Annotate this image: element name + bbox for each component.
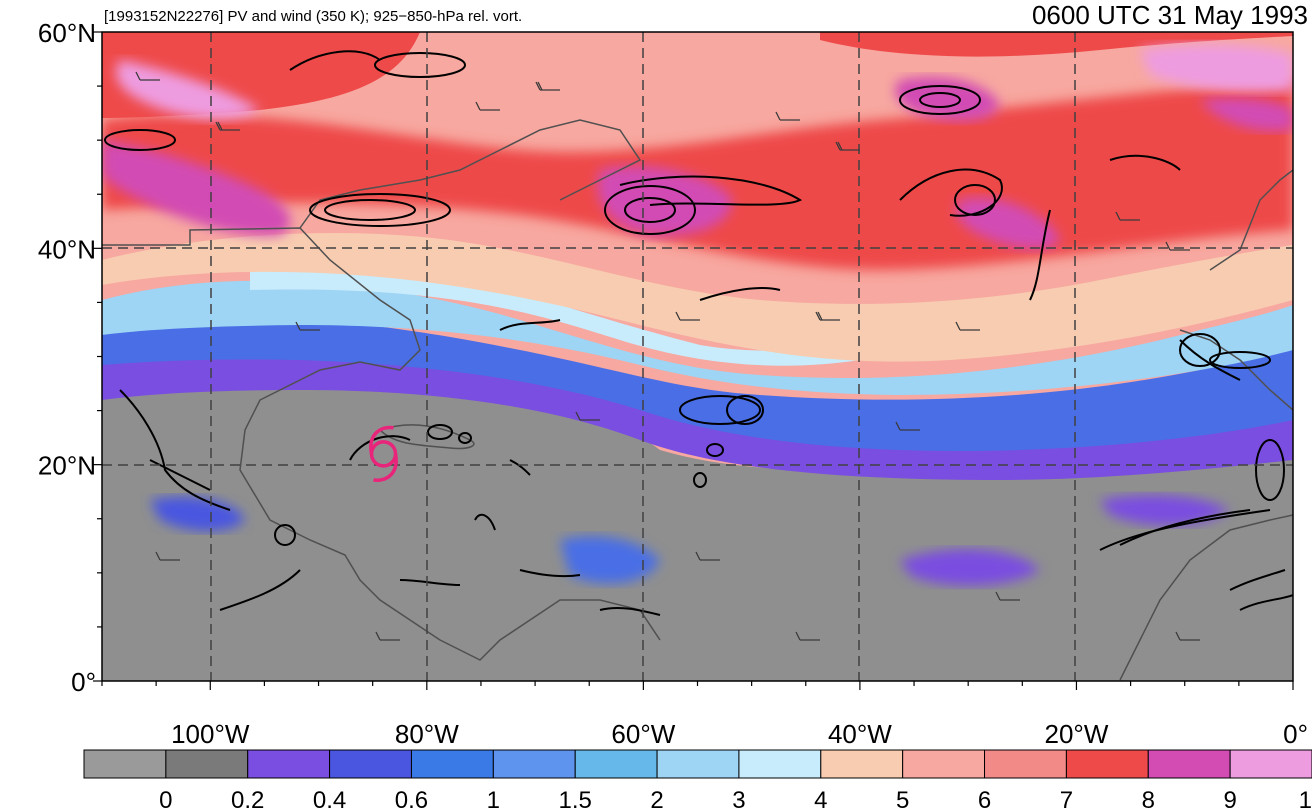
colorbar-level-label: 1.5 <box>559 787 592 810</box>
colorbar-level-label: 9 <box>1223 787 1236 810</box>
figure-left-title: [1993152N22276] PV and wind (350 K); 925… <box>104 8 523 25</box>
storm-arm-south <box>373 453 398 482</box>
lat-label: 40°N <box>38 234 96 264</box>
colorbar-level-label: 1 <box>487 787 500 810</box>
colorbar-level-label: 3 <box>732 787 745 810</box>
colorbar-level-label: 8 <box>1142 787 1155 810</box>
colorbar-swatch <box>820 749 904 779</box>
colorbar-swatch <box>165 749 249 779</box>
colorbar-level-label: 4 <box>814 787 827 810</box>
latitude-labels: 60°N 40°N 20°N 0° <box>38 18 96 697</box>
colorbar-swatch <box>1147 749 1231 779</box>
colorbar-labels: 0 0.2 0.4 0.6 1 1.5 2 3 4 5 6 7 8 9 10 <box>159 787 1312 810</box>
colorbar-swatch <box>83 749 167 779</box>
vorticity-contours <box>104 50 1293 616</box>
lon-label: 0° <box>1283 719 1308 749</box>
lat-label: 0° <box>71 667 96 697</box>
colorbar-swatch <box>902 749 986 779</box>
colorbar-swatch <box>656 749 740 779</box>
coastlines <box>102 119 1293 681</box>
lon-label: 20°W <box>1045 719 1109 749</box>
colorbar-level-label: 0 <box>159 787 172 810</box>
colorbar-swatch <box>329 749 412 779</box>
colorbar-level-label: 6 <box>978 787 991 810</box>
figure-date-title: 0600 UTC 31 May 1993 <box>1031 0 1308 30</box>
wind-barbs <box>135 71 1200 641</box>
lon-label: 60°W <box>611 719 675 749</box>
colorbar-swatch <box>574 749 658 779</box>
colorbar-swatch <box>738 749 822 779</box>
lat-label: 20°N <box>38 451 96 481</box>
colorbar-swatch <box>410 749 494 779</box>
colorbar-level-label: 7 <box>1060 787 1073 810</box>
colorbar-level-label: 0.6 <box>395 787 428 810</box>
axis-ticks <box>93 31 1294 690</box>
colorbar <box>83 749 1312 779</box>
colorbar-level-label: 0.2 <box>231 787 264 810</box>
colorbar-swatch <box>247 749 331 779</box>
tropical-cyclone-symbol <box>369 425 398 482</box>
colorbar-swatch <box>1229 749 1312 779</box>
colorbar-swatch <box>1065 749 1149 779</box>
lat-lon-grid <box>102 32 1293 681</box>
lon-label: 100°W <box>171 719 250 749</box>
storm-arm-north <box>369 425 394 455</box>
colorbar-swatch <box>492 749 576 779</box>
longitude-labels: 100°W 80°W 60°W 40°W 20°W 0° <box>171 719 1308 749</box>
lon-label: 40°W <box>828 719 892 749</box>
pv-shaded-field <box>102 32 1293 681</box>
colorbar-level-label: 2 <box>650 787 663 810</box>
colorbar-level-label: 5 <box>896 787 909 810</box>
lon-label: 80°W <box>395 719 459 749</box>
colorbar-level-label: 0.4 <box>313 787 346 810</box>
colorbar-swatch <box>984 749 1067 779</box>
colorbar-level-label: 10 <box>1299 787 1312 810</box>
lat-label: 60°N <box>38 18 96 48</box>
